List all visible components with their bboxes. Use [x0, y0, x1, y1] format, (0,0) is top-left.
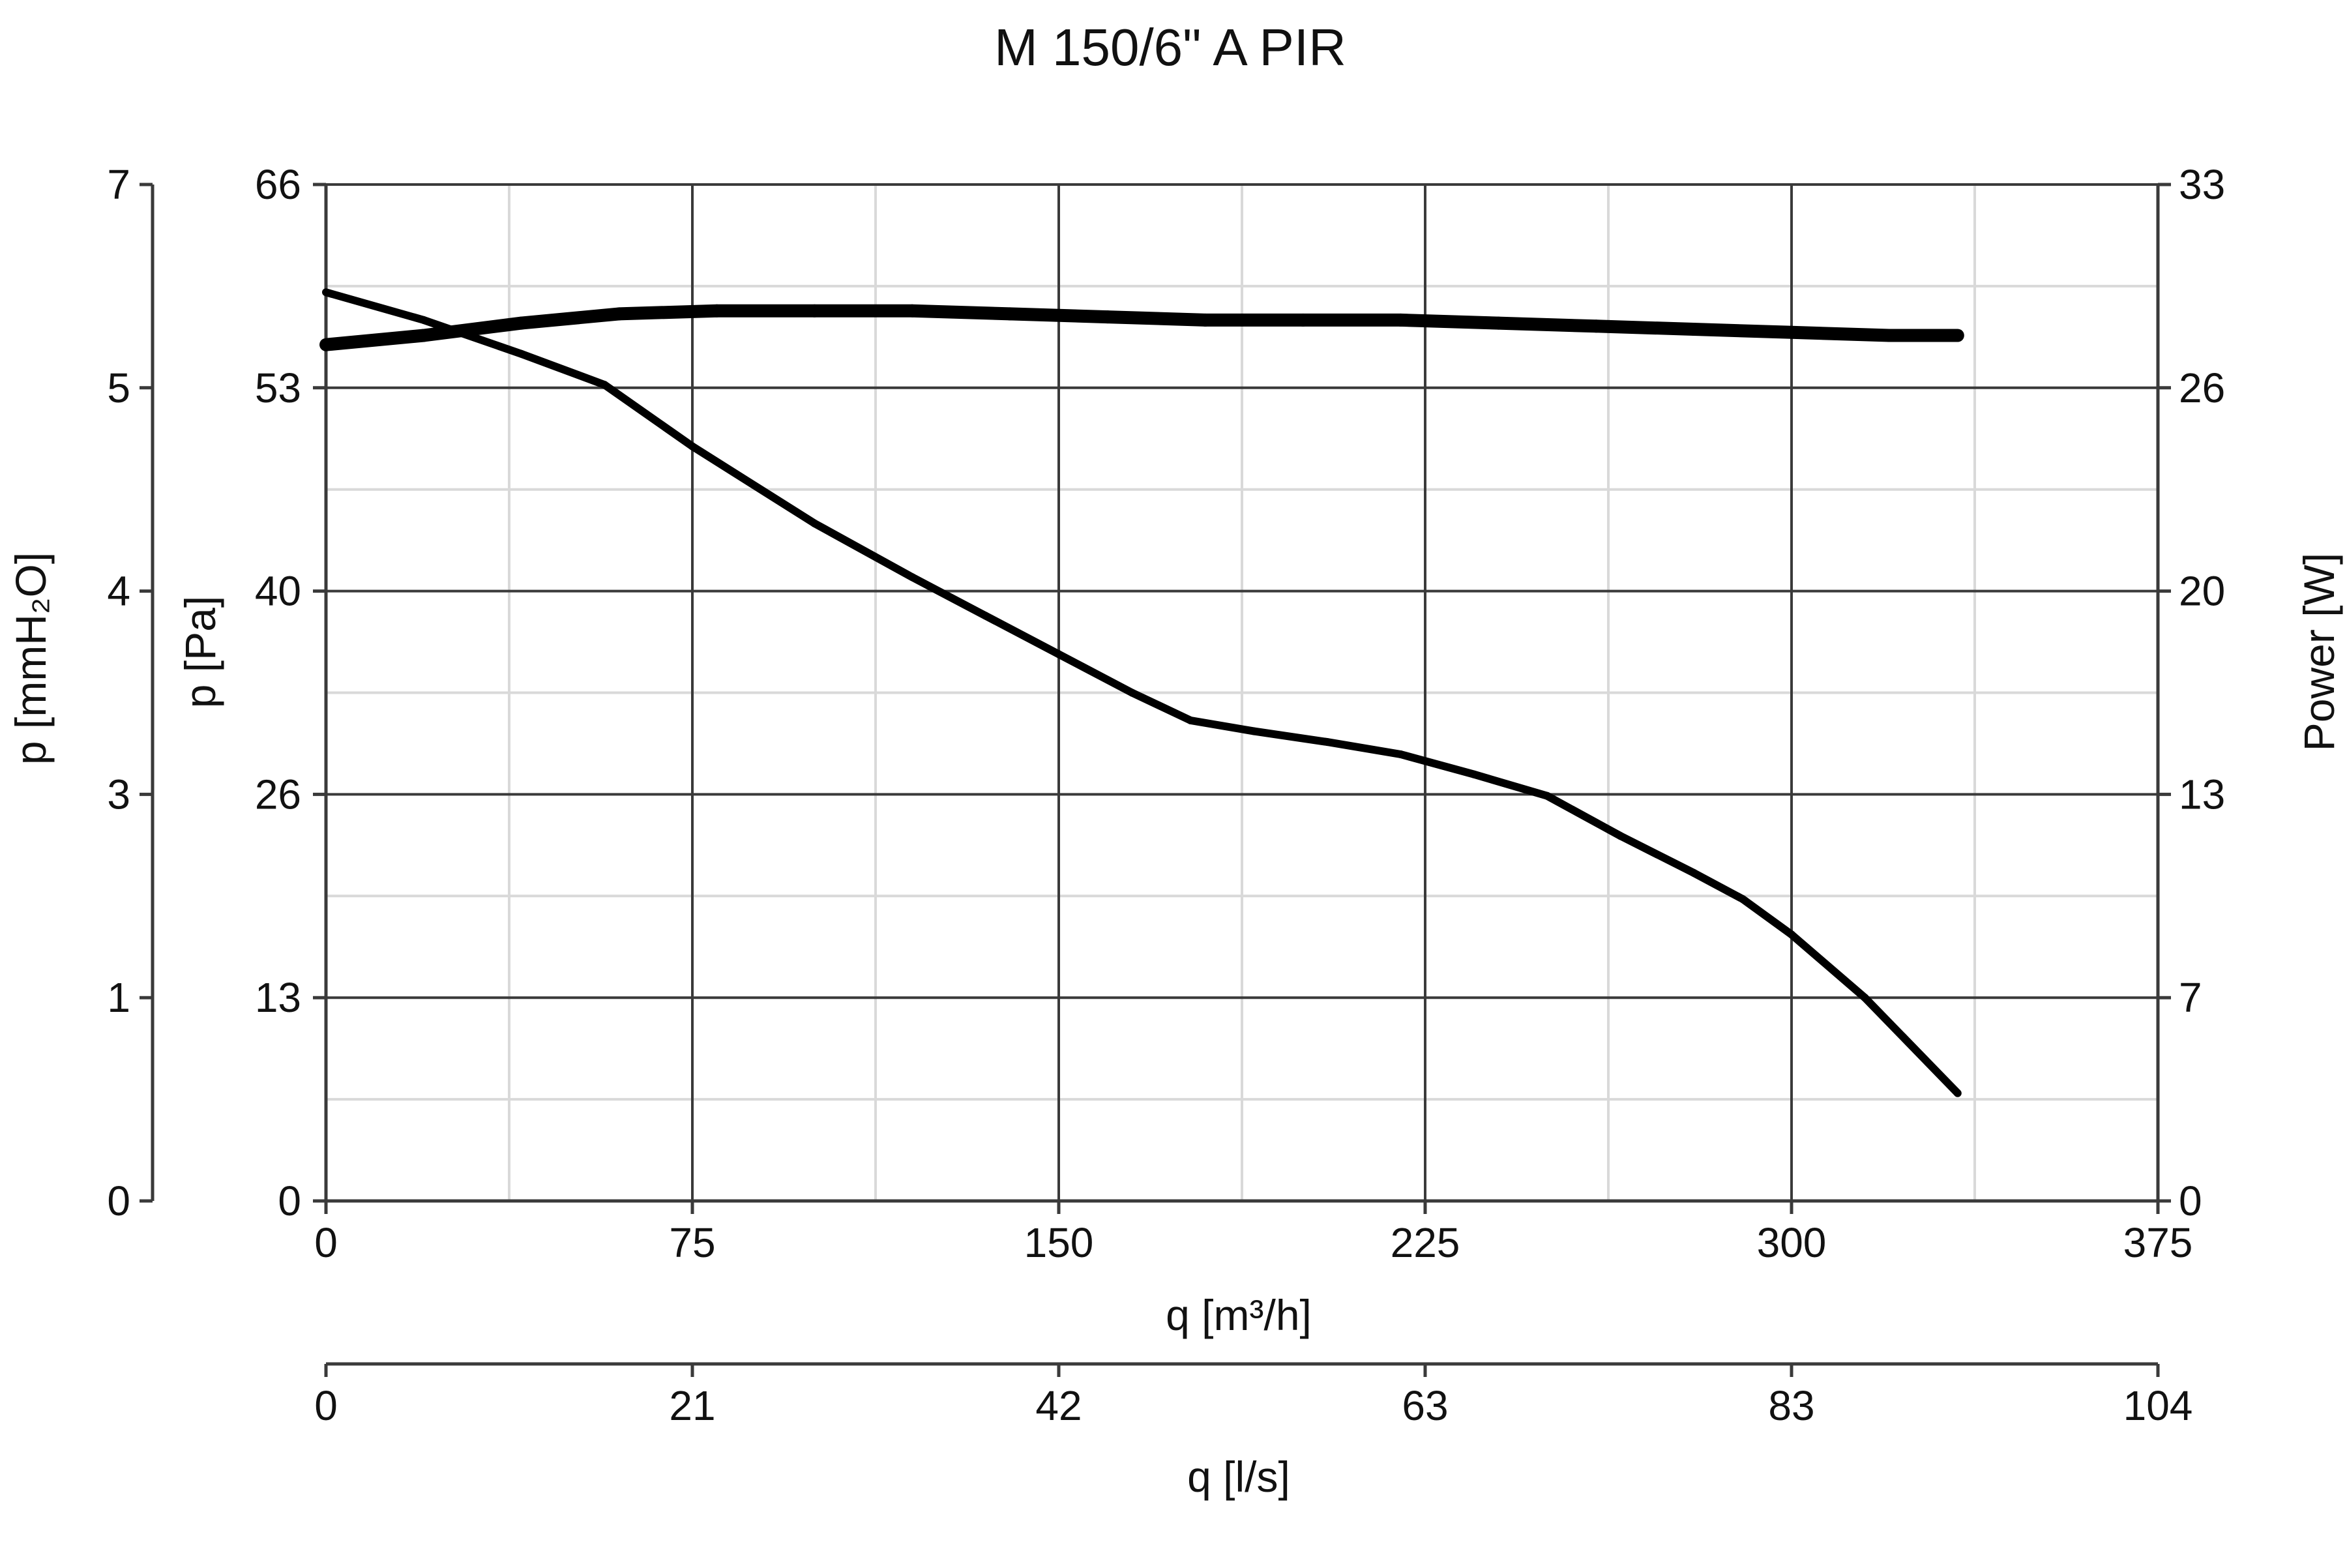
y-axis-tick-label: 13 [255, 974, 301, 1021]
pressure-curve-point [1690, 868, 1698, 877]
x-axis-tick-label: 225 [1391, 1219, 1460, 1266]
power-curve-point [1198, 313, 1212, 327]
y-axis-tick-label: 0 [278, 1177, 301, 1224]
y-axis-tick-label: 40 [255, 568, 301, 615]
chart-title: M 150/6" A PIR [994, 18, 1346, 76]
power-curve-point [1951, 329, 1964, 342]
power-curve-point [417, 329, 430, 342]
y-axis-secondary-left-tick-label: 4 [107, 568, 130, 615]
y-axis-right-tick-label: 20 [2179, 568, 2225, 615]
x-axis-secondary-tick-label: 21 [669, 1382, 715, 1429]
x-axis-title: q [m³/h] [1166, 1291, 1312, 1339]
pressure-curve-point [810, 519, 819, 527]
x-axis-secondary-title: q [l/s] [1187, 1453, 1290, 1501]
power-curve-point [808, 304, 821, 318]
power-curve-point [612, 307, 626, 321]
x-axis-secondary-tick-label: 0 [314, 1382, 338, 1429]
power-curve-point [906, 304, 919, 318]
x-axis-tick-label: 0 [314, 1219, 338, 1266]
x-axis-tick-label: 75 [669, 1219, 715, 1266]
x-axis-tick-label: 300 [1757, 1219, 1827, 1266]
pressure-curve-point [419, 316, 428, 324]
pressure-curve-point [1861, 994, 1869, 1002]
power-curve [325, 304, 1958, 351]
axes [140, 183, 2171, 1377]
y-axis-secondary-left-tick-label: 5 [107, 364, 130, 411]
x-axis-secondary-tick-label: 63 [1402, 1382, 1448, 1429]
power-curve-point [319, 338, 332, 351]
y-axis-secondary-left-title: p [mmH₂O] [7, 552, 55, 765]
y-axis-secondary-left-tick-label: 1 [107, 974, 130, 1021]
y-axis-secondary-left-tick-label: 0 [107, 1177, 130, 1224]
power-curve-point [1003, 307, 1017, 321]
minor-grid [326, 185, 2158, 1201]
power-curve-point [1589, 319, 1603, 333]
power-curve-point [1296, 313, 1310, 327]
series-lines [319, 288, 1964, 1097]
pressure-curve-point [1128, 688, 1136, 697]
x-axis-tick-label: 150 [1024, 1219, 1094, 1266]
y-axis-title: p [Pa] [176, 596, 224, 708]
x-axis-secondary-tick-label: 83 [1768, 1382, 1814, 1429]
pressure-curve-point [1323, 738, 1332, 747]
major-grid [326, 183, 2158, 1201]
pressure-curve-point [1469, 770, 1478, 778]
y-axis-secondary-left-tick-label: 7 [107, 161, 130, 208]
y-axis-right-tick-label: 13 [2179, 771, 2225, 818]
power-curve-point [1492, 316, 1505, 330]
power-curve-point [514, 316, 528, 330]
power-curve-point [710, 304, 724, 318]
pressure-curve-point [1739, 895, 1747, 903]
y-axis-right-title: Power [W] [2295, 553, 2343, 751]
x-axis-secondary-tick-label: 104 [2123, 1382, 2193, 1429]
pressure-curve-point [1055, 650, 1063, 658]
pressure-curve-point [600, 381, 609, 389]
x-axis-tick-label: 375 [2123, 1219, 2193, 1266]
pressure-curve-point [1953, 1089, 1962, 1097]
y-axis-secondary-left-tick-label: 3 [107, 771, 130, 818]
pressure-curve-point [1543, 791, 1552, 800]
y-axis-right-tick-label: 33 [2179, 161, 2225, 208]
y-axis-right-tick-label: 26 [2179, 364, 2225, 411]
pressure-curve-point [688, 442, 696, 451]
pressure-curve-point [1187, 717, 1195, 724]
pressure-curve-point [322, 288, 330, 297]
y-axis-right-tick-label: 0 [2179, 1177, 2202, 1224]
y-axis-tick-label: 53 [255, 364, 301, 411]
power-curve-point [1394, 313, 1408, 327]
pressure-curve-point [1788, 930, 1795, 939]
pressure-curve-point [1250, 727, 1258, 735]
y-axis-tick-label: 66 [255, 161, 301, 208]
pressure-curve-point [1396, 750, 1405, 758]
power-curve-point [1687, 323, 1701, 336]
power-curve-point [1785, 325, 1798, 339]
pressure-curve-point [517, 349, 525, 358]
pressure-curve-point [981, 612, 990, 620]
pressure-curve-point [908, 573, 917, 582]
pressure-curve [325, 288, 1961, 1096]
y-axis-tick-label: 26 [255, 771, 301, 818]
power-curve-point [1882, 329, 1896, 342]
y-axis-right-tick-label: 7 [2179, 974, 2202, 1021]
x-axis-secondary-tick-label: 42 [1035, 1382, 1082, 1429]
pressure-curve-point [1616, 832, 1625, 840]
power-curve-point [1100, 310, 1114, 324]
